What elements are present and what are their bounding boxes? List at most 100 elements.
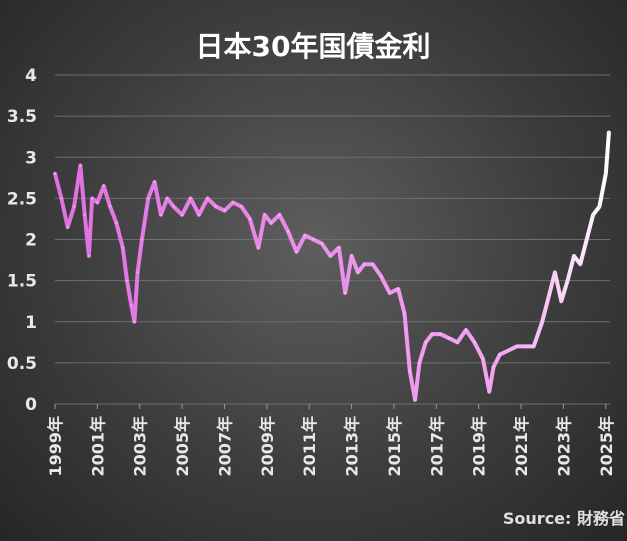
- data-point: [344, 291, 347, 295]
- data-point: [585, 238, 588, 241]
- data-point: [403, 312, 406, 315]
- data-point: [498, 353, 501, 356]
- data-point: [447, 337, 451, 340]
- data-point: [60, 197, 63, 200]
- data-point: [363, 263, 366, 266]
- data-point: [133, 320, 136, 323]
- data-point: [96, 201, 99, 204]
- y-tick-label: 1.5: [7, 272, 37, 292]
- x-tick-label: 2013年: [343, 416, 362, 477]
- data-point: [604, 172, 607, 175]
- data-point: [408, 369, 411, 373]
- x-tick-label: 2023年: [554, 416, 573, 477]
- series-layer: [53, 130, 611, 402]
- data-point: [473, 341, 476, 344]
- data-point: [278, 213, 281, 216]
- data-point: [125, 279, 129, 282]
- gridlines: [55, 74, 610, 405]
- data-point: [240, 205, 243, 208]
- y-tick-label: 1: [25, 313, 37, 333]
- data-point: [388, 291, 391, 295]
- source-note: Source: 財務省: [503, 509, 625, 528]
- data-point: [541, 320, 544, 323]
- y-tick-label: 0.5: [7, 354, 37, 374]
- data-point: [136, 271, 139, 274]
- data-point: [524, 345, 527, 348]
- x-tick-label: 2007年: [215, 416, 234, 477]
- data-point: [189, 197, 192, 200]
- data-point: [350, 254, 353, 258]
- x-tick-label: 2019年: [470, 416, 489, 477]
- y-tick-label: 0: [25, 395, 37, 415]
- data-point: [53, 172, 57, 175]
- data-point: [456, 341, 459, 344]
- data-point: [356, 271, 360, 274]
- data-point: [115, 221, 118, 225]
- data-point: [87, 254, 91, 258]
- x-tick-label: 2001年: [88, 416, 107, 477]
- data-point: [566, 279, 569, 282]
- data-point: [147, 197, 150, 200]
- data-point: [312, 238, 315, 241]
- x-tick-label: 2017年: [427, 416, 446, 477]
- data-point: [430, 332, 434, 336]
- data-point: [269, 221, 273, 225]
- data-point: [263, 213, 266, 216]
- x-tick-label: 2011年: [300, 416, 319, 477]
- data-point: [591, 213, 595, 216]
- data-point: [329, 254, 332, 258]
- y-axis-ticks: 0 0.5 1 1.5 2 2.5 3 3.5 4: [7, 66, 37, 415]
- y-tick-label: 3: [25, 148, 37, 168]
- y-tick-label: 3.5: [7, 107, 37, 127]
- y-tick-label: 4: [25, 66, 37, 86]
- data-point: [598, 205, 601, 208]
- data-point: [79, 164, 82, 167]
- data-point: [439, 332, 442, 336]
- x-tick-label: 2005年: [173, 416, 192, 477]
- data-point: [295, 250, 298, 253]
- data-point: [153, 180, 156, 184]
- x-tick-label: 2009年: [258, 416, 277, 477]
- data-point: [547, 295, 550, 299]
- data-point: [197, 213, 201, 216]
- data-point: [130, 304, 133, 307]
- data-point: [121, 246, 125, 249]
- data-point: [380, 275, 383, 278]
- data-point: [223, 209, 226, 212]
- data-point: [72, 205, 76, 208]
- data-point: [560, 300, 563, 303]
- data-point: [488, 390, 491, 393]
- x-tick-label: 2025年: [597, 416, 616, 477]
- data-point: [108, 205, 112, 208]
- data-point: [180, 213, 184, 216]
- data-point: [553, 271, 557, 274]
- data-point: [607, 131, 611, 134]
- data-point: [83, 213, 86, 216]
- data-point: [90, 197, 94, 200]
- x-axis-ticks: 1999年 2001年 2003年 2005年 2007年 2009年 2011年 2013年…: [46, 404, 616, 477]
- data-point: [481, 357, 485, 360]
- data-point: [371, 263, 374, 266]
- data-point: [579, 263, 582, 266]
- data-point: [159, 213, 163, 216]
- data-point: [413, 398, 417, 402]
- data-point: [248, 217, 252, 221]
- x-tick-label: 2015年: [385, 416, 404, 477]
- data-point: [515, 345, 518, 348]
- x-tick-label: 2003年: [131, 416, 150, 477]
- x-tick-label: 2021年: [512, 416, 531, 477]
- data-point: [464, 328, 468, 332]
- data-point: [424, 341, 427, 344]
- data-point: [166, 197, 169, 200]
- y-tick-label: 2.5: [7, 189, 37, 209]
- data-point: [286, 230, 290, 233]
- data-point: [572, 254, 576, 258]
- data-point: [507, 349, 510, 352]
- data-point: [257, 246, 260, 249]
- chart-title: 日本30年国債金利: [196, 30, 431, 63]
- data-point: [397, 287, 400, 291]
- data-point: [337, 246, 341, 249]
- data-point: [303, 234, 307, 237]
